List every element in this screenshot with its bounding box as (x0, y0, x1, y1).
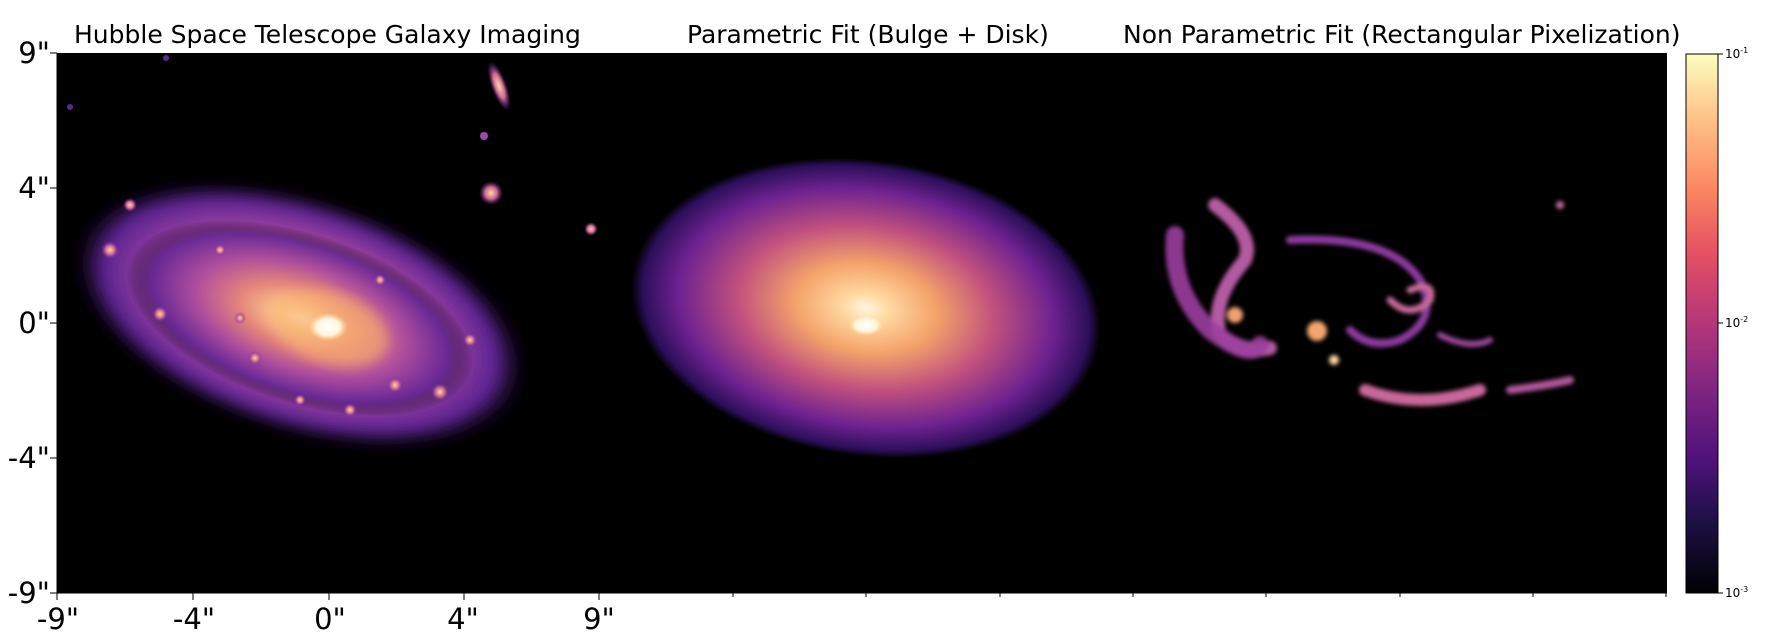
y-tick-label: 4" (18, 171, 50, 205)
axes-ticks (50, 52, 1667, 600)
y-tick-label: -4" (7, 441, 50, 475)
x-tick-label: -9" (36, 602, 80, 636)
colorbar-tick-label: 10-1 (1725, 46, 1749, 61)
y-tick-label: 9" (18, 36, 50, 70)
x-tick-label: 0" (314, 602, 346, 636)
x-tick-label: -4" (172, 602, 216, 636)
panel-title-hubble: Hubble Space Telescope Galaxy Imaging (74, 20, 581, 49)
colorbar (1685, 53, 1719, 594)
y-tick-label: 0" (18, 306, 50, 340)
nonparametric-fit-image (1165, 198, 1574, 406)
colorbar-tick-label: 10-2 (1725, 315, 1749, 330)
parametric-fit-image (631, 157, 1101, 459)
colorbar-tick-label: 10-3 (1725, 585, 1749, 600)
panel-title-nonparametric: Non Parametric Fit (Rectangular Pixeliza… (1123, 20, 1681, 49)
x-tick-label: 9" (583, 602, 615, 636)
x-tick-label: 4" (447, 602, 479, 636)
panel-title-parametric: Parametric Fit (Bulge + Disk) (687, 20, 1049, 49)
y-tick-label: -9" (7, 576, 50, 610)
hubble-galaxy-image (67, 55, 598, 452)
